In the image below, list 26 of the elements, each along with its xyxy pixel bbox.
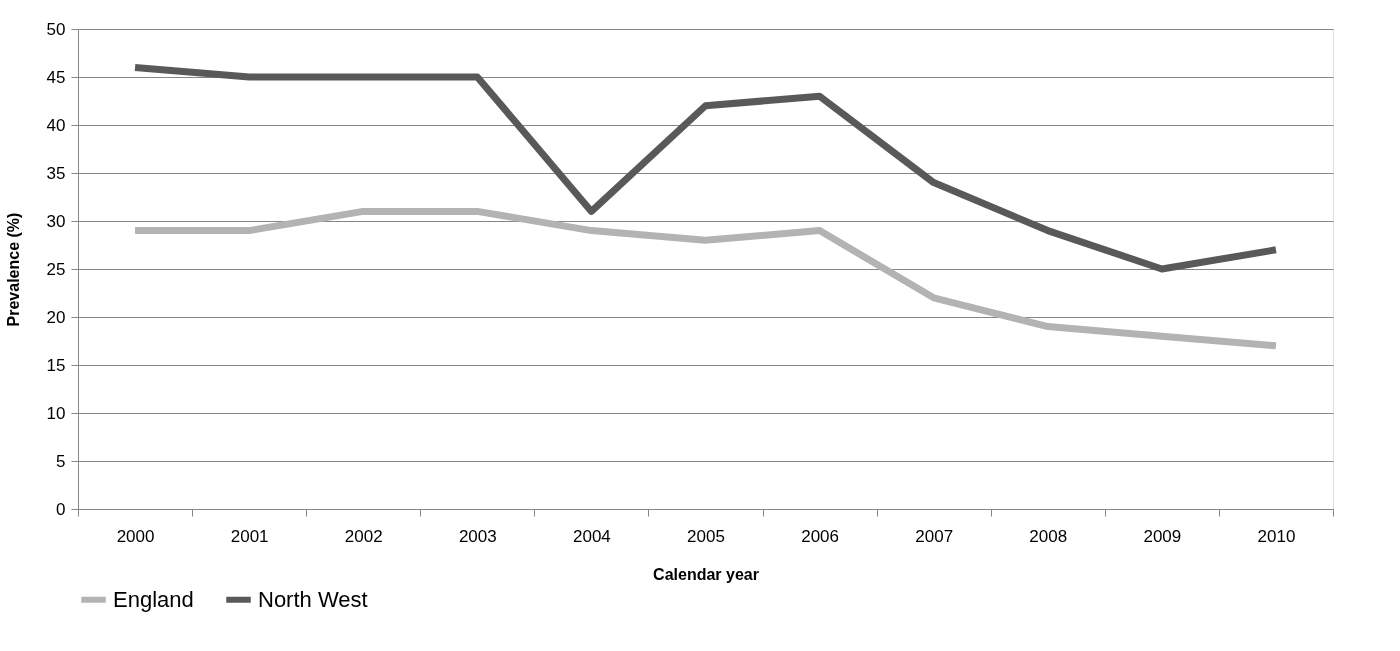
legend-label: North West (258, 586, 368, 612)
x-tick-label: 2008 (1029, 526, 1068, 546)
x-tick-label: 2007 (915, 526, 954, 546)
x-tick-label: 2002 (344, 526, 383, 546)
y-tick-label: 10 (46, 403, 66, 423)
legend-label: England (113, 586, 194, 612)
x-tick-label: 2001 (230, 526, 269, 546)
x-axis-title: Calendar year (653, 565, 759, 583)
x-tick-label: 2000 (116, 526, 155, 546)
y-tick-label: 0 (56, 499, 66, 519)
x-tick-label: 2004 (573, 526, 611, 546)
y-tick-label: 30 (46, 211, 66, 231)
y-tick-label: 40 (46, 115, 66, 135)
y-tick-label: 20 (46, 307, 66, 327)
y-tick-label: 35 (46, 163, 66, 183)
y-tick-label: 45 (46, 67, 66, 87)
y-axis-title: Prevalence (%) (4, 212, 22, 327)
y-tick-label: 5 (56, 451, 66, 471)
y-tick-label: 50 (46, 19, 66, 39)
y-tick-label: 15 (46, 355, 66, 375)
x-tick-label: 2003 (458, 526, 497, 546)
x-tick-label: 2006 (801, 526, 839, 546)
x-tick-label: 2010 (1257, 526, 1296, 546)
y-tick-label: 25 (46, 259, 66, 279)
x-tick-label: 2005 (687, 526, 725, 546)
x-tick-label: 2009 (1143, 526, 1182, 546)
